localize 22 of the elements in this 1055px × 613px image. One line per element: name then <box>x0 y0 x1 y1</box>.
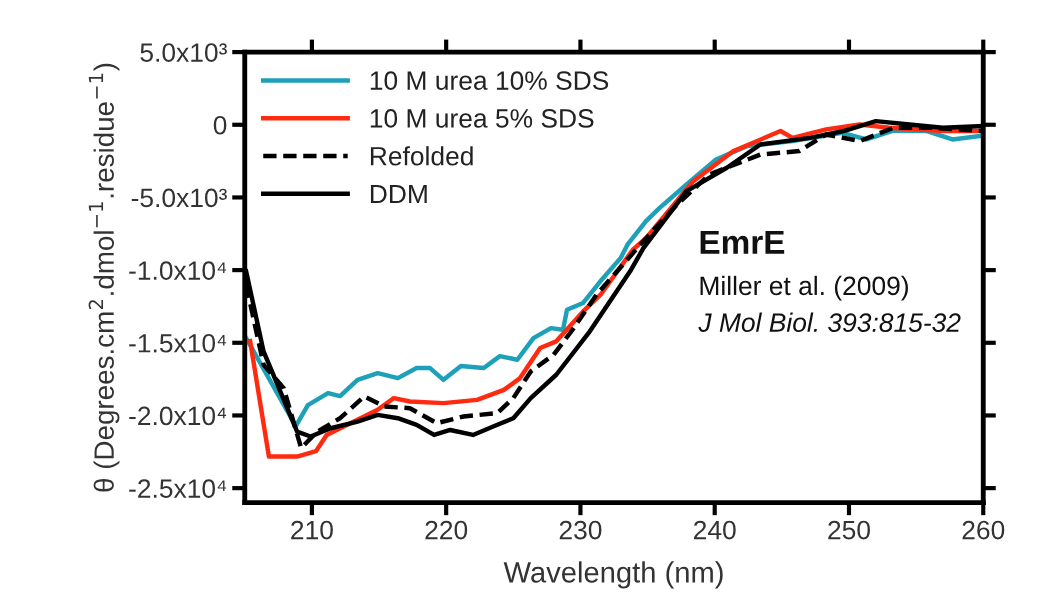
y-tick-label: -1.0x10⁴ <box>129 261 227 280</box>
x-tick-label: 250 <box>828 520 870 540</box>
legend-label: 10 M urea 10% SDS <box>370 71 609 90</box>
x-tick-label: 260 <box>962 520 1005 540</box>
legend-label: 10 M urea 5% SDS <box>370 109 594 128</box>
y-tick-label: -5.0x10³ <box>131 188 227 208</box>
x-tick-label: 240 <box>694 520 736 540</box>
legend-label: DDM <box>370 184 427 204</box>
annotation: J Mol Biol. 393:815-32 <box>698 312 961 332</box>
y-axis-title: θ (Degrees.cm$^{2}$.dmol$^{−1}$.residue$^{−1}$) <box>88 63 120 492</box>
x-tick-label: 210 <box>291 520 333 540</box>
annotation: Miller et al. (2009) <box>700 275 908 301</box>
y-tick-label: 5.0x10³ <box>140 43 227 62</box>
y-tick-label: -2.5x10⁴ <box>129 479 227 498</box>
y-tick-label: -2.0x10⁴ <box>129 406 227 426</box>
y-tick-label: -1.5x10⁴ <box>129 333 227 353</box>
x-tick-label: 220 <box>425 520 468 540</box>
x-tick-label: 230 <box>559 520 602 540</box>
annotation: EmrE <box>700 230 785 254</box>
x-axis-title: Wavelength (nm) <box>503 561 723 589</box>
y-tick-label: 0 <box>213 115 227 135</box>
legend-label: Refolded <box>370 146 473 166</box>
